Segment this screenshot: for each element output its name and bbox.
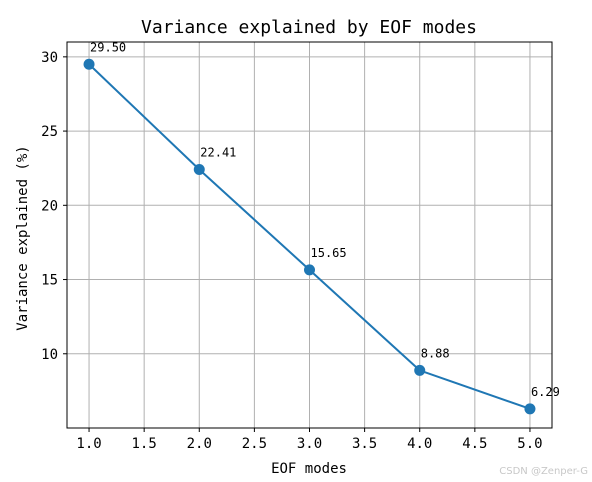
data-point	[524, 403, 536, 415]
x-axis-ticks: 1.0 1.5 2.0 2.5 3.0 3.5 4.0 4.5 5.0	[76, 428, 543, 452]
data-label: 15.65	[311, 246, 347, 260]
data-point	[414, 364, 426, 376]
y-axis-ticks: 10 15 20 25 30	[41, 50, 67, 363]
x-tick-label: 4.0	[407, 436, 432, 452]
x-tick-label: 2.5	[242, 436, 267, 452]
x-tick-label: 4.5	[462, 436, 487, 452]
data-label: 22.41	[200, 146, 236, 160]
data-point	[193, 164, 205, 176]
y-tick-label: 10	[41, 347, 58, 363]
data-label: 8.88	[421, 346, 450, 360]
y-tick-label: 15	[41, 273, 58, 289]
x-axis-label: EOF modes	[271, 461, 347, 477]
data-label: 6.29	[531, 385, 560, 399]
y-tick-label: 20	[41, 198, 58, 214]
x-tick-label: 3.5	[352, 436, 377, 452]
x-tick-label: 1.0	[76, 436, 101, 452]
series-variance-explained: 29.50 22.41 15.65 8.88 6.29	[83, 40, 560, 415]
x-tick-label: 2.0	[187, 436, 212, 452]
x-tick-label: 1.5	[132, 436, 157, 452]
y-tick-label: 30	[41, 50, 58, 66]
y-tick-label: 25	[41, 124, 58, 140]
y-axis-label: Variance explained (%)	[15, 145, 31, 330]
x-tick-label: 3.0	[297, 436, 322, 452]
grid-lines	[67, 42, 552, 428]
data-label: 29.50	[90, 40, 126, 54]
watermark: CSDN @Zenper-G	[499, 466, 588, 477]
data-point	[304, 264, 315, 276]
data-point	[83, 58, 95, 70]
chart-title: Variance explained by EOF modes	[141, 17, 477, 38]
x-tick-label: 5.0	[517, 436, 542, 452]
